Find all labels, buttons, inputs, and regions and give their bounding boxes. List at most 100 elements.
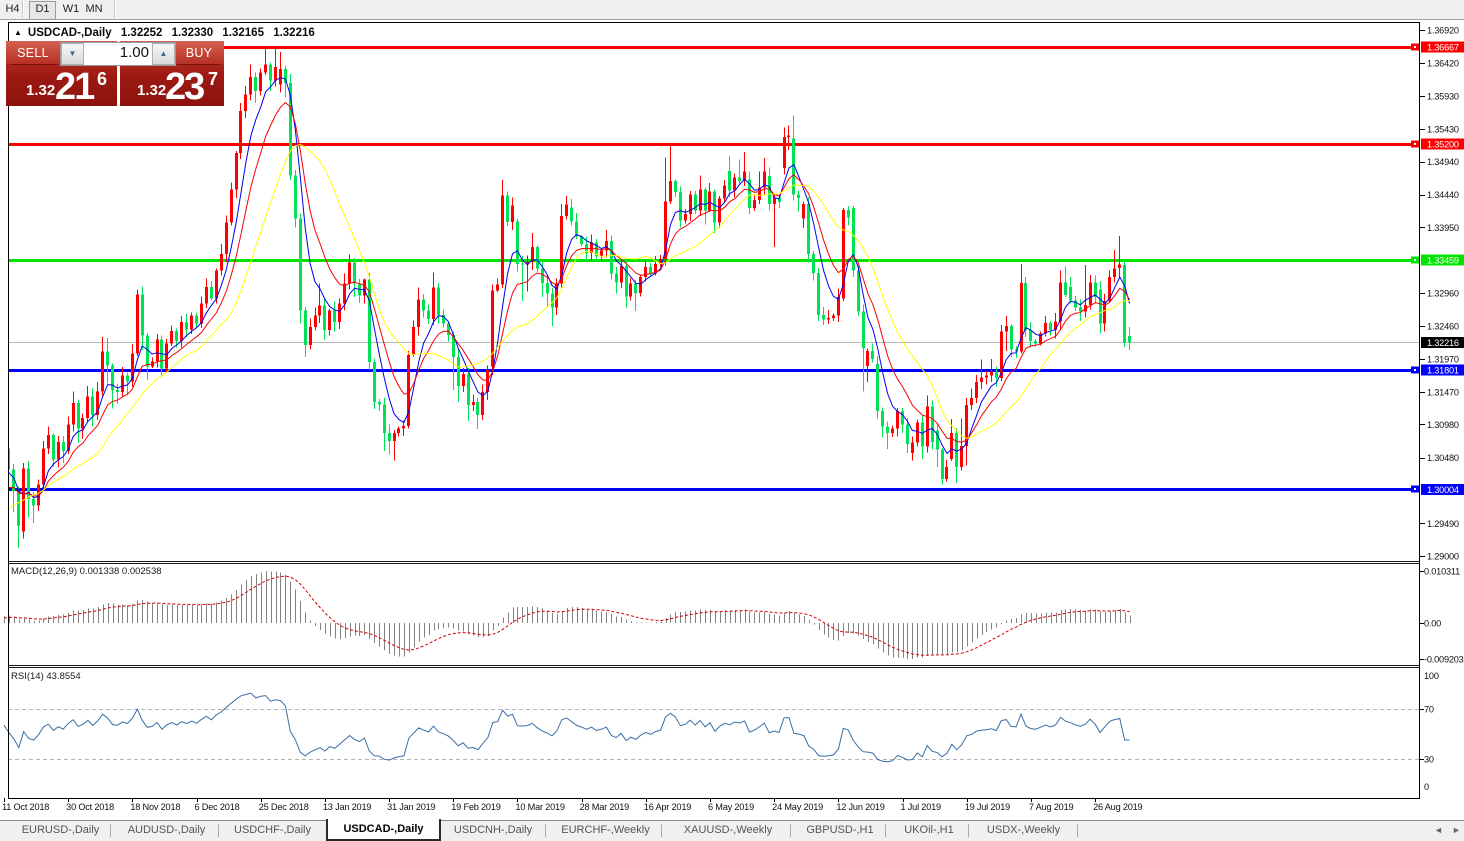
buy-price[interactable]: 1.32 23 7 <box>120 65 224 108</box>
axis-label: 0.010311 <box>1424 567 1460 577</box>
hline-1.31801[interactable] <box>8 369 1420 372</box>
sell-price[interactable]: 1.32 21 6 <box>6 65 117 108</box>
candle-body <box>501 195 504 285</box>
candle-body <box>442 314 445 324</box>
candle-body <box>67 424 70 452</box>
candle-body <box>605 241 608 251</box>
one-click-trading-panel: SELL 1.32 21 6 BUY 1.32 23 7 ▼ 1.00 ▲ <box>6 41 224 108</box>
candle-body <box>309 326 312 345</box>
axis-label: 100 <box>1424 671 1439 681</box>
candle-wick <box>981 359 982 390</box>
axis-label: 6 May 2019 <box>708 802 754 812</box>
candle-body <box>190 315 193 330</box>
tab-separator <box>218 824 219 837</box>
hline-1.30004[interactable] <box>8 488 1420 491</box>
axis-label: 10 Mar 2019 <box>515 802 564 812</box>
chart-tab-ukoil[interactable]: UKOil-,H1 <box>904 824 954 836</box>
bid-axis-label <box>1421 336 1464 348</box>
candle-body <box>901 411 904 425</box>
candle-body <box>1005 326 1008 332</box>
sell-price-prefix: 1.32 <box>26 82 56 99</box>
candle-body <box>467 374 470 406</box>
candle-body <box>269 64 272 81</box>
candle-body <box>926 406 929 447</box>
collapse-triangle-icon[interactable]: ▲ <box>14 28 22 37</box>
timeframe-button-mn[interactable]: MN <box>85 3 103 15</box>
candle-body <box>328 310 331 331</box>
hline-handle-dot <box>1414 259 1416 261</box>
candle-body <box>180 322 183 341</box>
timeframe-button-d1[interactable]: D1 <box>29 1 56 20</box>
candle-body <box>817 273 820 315</box>
axis-label: 1.31970 <box>1427 354 1459 364</box>
candle-wick <box>1114 249 1115 283</box>
candle-body <box>797 194 800 199</box>
candle-body <box>437 287 440 315</box>
timeframe-button-w1[interactable]: W1 <box>62 3 80 15</box>
candle-body <box>373 362 376 402</box>
hline-1.33459[interactable] <box>8 259 1420 262</box>
candle-wick <box>1085 265 1086 318</box>
candle-body <box>368 279 371 363</box>
candle-body <box>452 334 455 357</box>
candle-body <box>96 391 99 416</box>
axis-label: 1.32216 <box>1427 338 1459 348</box>
candle-body <box>1044 322 1047 334</box>
ohlc-low: 1.32165 <box>222 27 264 39</box>
candle-body <box>827 318 830 320</box>
candle-body <box>862 311 865 349</box>
candle-body <box>32 498 35 506</box>
candle-wick <box>991 358 992 383</box>
chart-tab-gbpusd[interactable]: GBPUSD-,H1 <box>806 824 874 836</box>
sell-button[interactable]: SELL <box>17 46 49 60</box>
chart-tab-eurusd[interactable]: EURUSD-,Daily <box>21 824 100 836</box>
candles-layer[interactable] <box>3 46 1131 549</box>
sell-price-sup: 6 <box>97 69 108 89</box>
candle-body <box>447 323 450 335</box>
hline-1.36667[interactable] <box>8 46 1420 49</box>
axis-label: -0.009203 <box>1424 655 1464 665</box>
tab-separator <box>545 824 546 837</box>
volume-decrease-button[interactable]: ▼ <box>61 43 84 65</box>
chart-tab-bar: EURUSD-,Daily AUDUSD-,Daily USDCHF-,Daily U… <box>0 819 1464 841</box>
chart-tab-usdx[interactable]: USDX-,Weekly <box>986 824 1061 836</box>
candle-body <box>822 314 825 320</box>
buy-button[interactable]: BUY <box>185 46 213 60</box>
candle-body <box>210 287 213 299</box>
candle-body <box>536 247 539 269</box>
hline-1.35200[interactable] <box>8 143 1420 146</box>
chart-tab-eurchf[interactable]: EURCHF-,Weekly <box>561 824 650 836</box>
candle-body <box>590 242 593 254</box>
candle-body <box>916 422 919 443</box>
candle-body <box>733 177 736 191</box>
candle-body <box>936 430 939 450</box>
chart-tab-audusd[interactable]: AUDUSD-,Daily <box>127 824 206 836</box>
chart-tab-usdcad[interactable]: USDCAD-,Daily <box>326 819 441 841</box>
candle-body <box>457 356 460 386</box>
volume-increase-button[interactable]: ▲ <box>152 43 175 65</box>
candle-body <box>728 170 731 191</box>
candle-body <box>531 247 534 262</box>
candle-body <box>175 330 178 341</box>
candle-body <box>12 469 15 491</box>
axis-label: 1 Jul 2019 <box>901 802 941 812</box>
tab-scroll-left-icon[interactable]: ◄ <box>1434 825 1443 835</box>
timeframe-button-h4[interactable]: H4 <box>5 3 20 15</box>
chart-tab-xauusd[interactable]: XAUUSD-,Weekly <box>683 824 773 836</box>
candle-body <box>551 293 554 308</box>
volume-input[interactable]: 1.00 <box>119 44 149 61</box>
tab-scroll-right-icon[interactable]: ► <box>1452 825 1461 835</box>
axis-label: 7 Aug 2019 <box>1029 802 1074 812</box>
candle-body <box>111 365 114 390</box>
candle-body <box>758 187 761 201</box>
candle-body <box>644 267 647 278</box>
candle-body <box>516 221 519 264</box>
chart-tab-usdcnh[interactable]: USDCNH-,Daily <box>453 824 533 836</box>
chart-tab-usdchf[interactable]: USDCHF-,Daily <box>234 824 311 836</box>
axis-label: 19 Feb 2019 <box>451 802 500 812</box>
candle-wick <box>117 384 118 404</box>
ohlc-high: 1.32330 <box>171 27 214 39</box>
candle-body <box>318 305 321 316</box>
candle-body <box>1000 331 1003 379</box>
